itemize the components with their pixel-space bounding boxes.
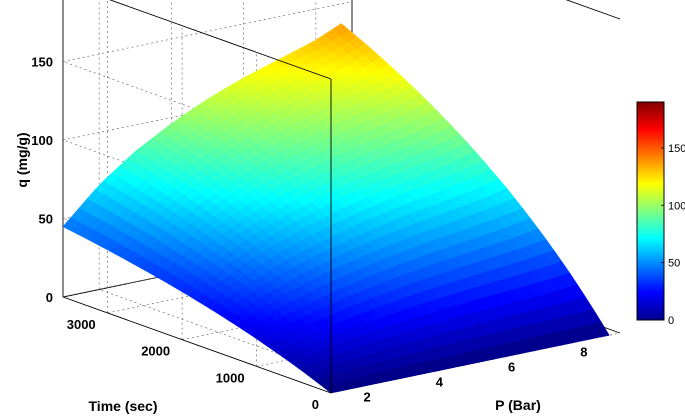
x-tick-label: 2 — [364, 390, 371, 405]
y-axis-ticks: 0 1000 2000 3000 — [67, 317, 319, 412]
frame-edge — [109, 0, 332, 80]
z-axis-label: q (mg/g) — [14, 132, 30, 187]
surface-mesh — [62, 23, 610, 394]
frame-edge — [565, 0, 621, 20]
colorbar-tick-label: 0 — [668, 315, 674, 327]
colorbar-tick-label: 100 — [668, 200, 685, 212]
z-tick-label: 50 — [39, 212, 53, 227]
x-tick-label: 4 — [436, 375, 444, 390]
y-tick-label: 0 — [312, 397, 319, 412]
frame-edge — [62, 296, 332, 394]
z-tick-label: 150 — [31, 55, 53, 70]
z-tick-label: 0 — [46, 290, 53, 305]
y-tick-label: 2000 — [141, 344, 170, 359]
z-tick-label: 100 — [31, 133, 53, 148]
grid-line — [62, 1, 353, 62]
z-axis-ticks: 050100150200 — [31, 55, 53, 306]
y-axis-label: Time (sec) — [89, 398, 158, 414]
x-tick-label: 8 — [580, 345, 587, 360]
y-tick-label: 3000 — [67, 317, 96, 332]
surface-patch — [592, 321, 610, 338]
colorbar-tick-label: 150 — [668, 143, 685, 155]
colorbar-tick-label: 50 — [668, 258, 680, 270]
y-tick-label: 1000 — [216, 370, 245, 385]
x-axis-ticks: 2 4 6 8 — [364, 345, 588, 405]
x-axis-label: P (Bar) — [495, 397, 541, 413]
colorbar-ticks: 0 50 100 150 — [661, 143, 685, 327]
axes-front-frame — [62, 0, 332, 394]
x-tick-label: 6 — [508, 360, 515, 375]
colorbar — [636, 101, 665, 321]
